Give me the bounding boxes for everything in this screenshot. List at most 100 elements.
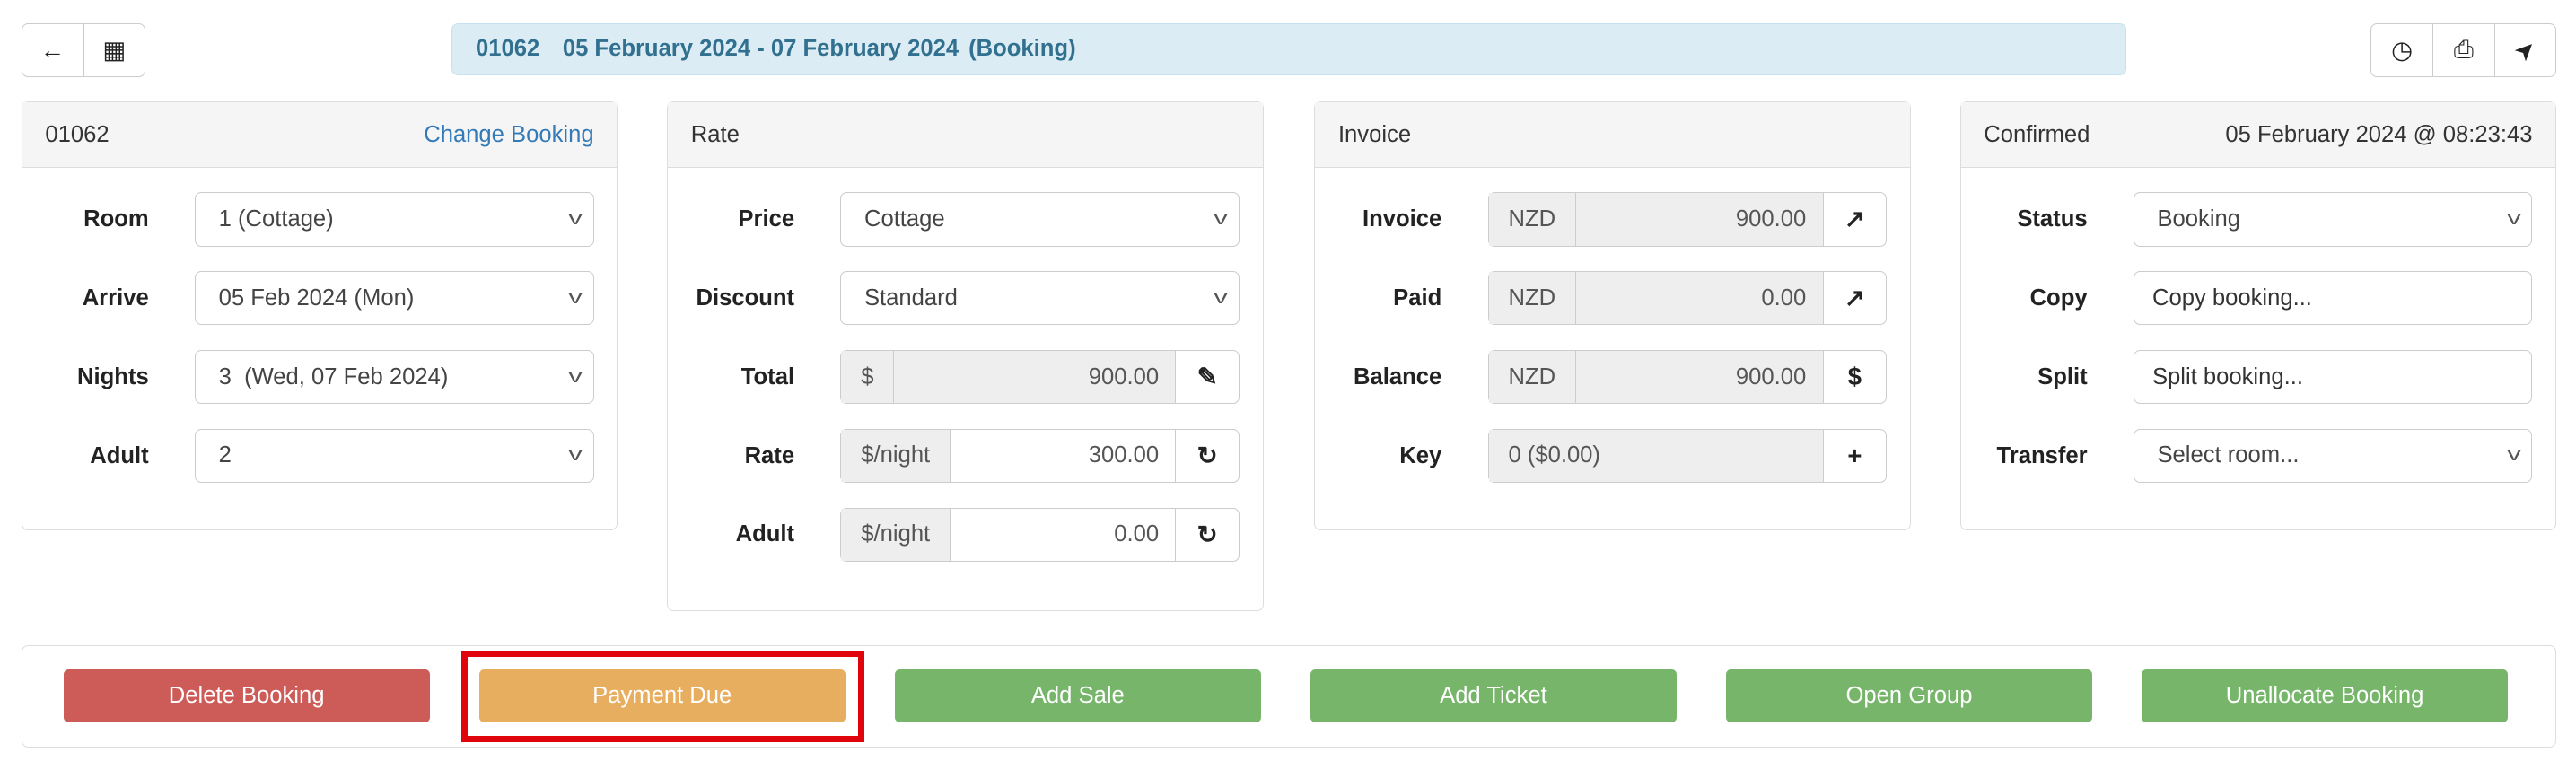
- copy-placeholder: Copy booking...: [2151, 284, 2312, 311]
- arrive-select[interactable]: 05 Feb 2024 (Mon) v: [194, 271, 594, 326]
- currency-addon: NZD: [1488, 350, 1577, 404]
- price-select[interactable]: Cottage v: [840, 192, 1240, 247]
- chevron-down-icon: v: [568, 208, 583, 229]
- nights-select[interactable]: 3 (Wed, 07 Feb 2024) v: [194, 349, 594, 405]
- refresh-adult-button[interactable]: ↻: [1175, 508, 1239, 562]
- back-button[interactable]: ←: [22, 23, 84, 77]
- chevron-down-icon: v: [568, 287, 583, 308]
- copy-booking-input[interactable]: Copy booking...: [2133, 271, 2533, 326]
- chevron-down-icon: v: [2507, 208, 2521, 229]
- discount-label: Discount: [696, 284, 795, 311]
- key-field: 0 ($0.00) +: [1487, 428, 1888, 484]
- total-field: $900.00 ✎: [840, 349, 1240, 405]
- delete-booking-button[interactable]: Delete Booking: [63, 669, 430, 722]
- adult-rate-value[interactable]: 0.00: [951, 508, 1176, 562]
- print-icon: ⎙: [2453, 35, 2474, 64]
- send-button[interactable]: ➤: [2495, 24, 2556, 77]
- room-value: 1 (Cottage): [218, 206, 334, 232]
- nights-label: Nights: [77, 363, 149, 389]
- pay-balance-button[interactable]: $: [1822, 350, 1887, 404]
- arrive-value: 05 Feb 2024 (Mon): [218, 284, 415, 311]
- rate-value[interactable]: 300.00: [951, 429, 1176, 483]
- discount-select[interactable]: Standard v: [840, 271, 1240, 326]
- calendar-button[interactable]: ▦: [84, 24, 145, 77]
- rate-label: Rate: [744, 442, 795, 468]
- copy-label: Copy: [2029, 284, 2088, 311]
- balance-value: 900.00: [1576, 350, 1823, 404]
- refresh-rate-button[interactable]: ↻: [1175, 429, 1239, 483]
- balance-field: NZD 900.00 $: [1487, 349, 1888, 405]
- unit-addon: $/night: [841, 508, 951, 562]
- invoice-field: NZD 900.00 ↗: [1487, 192, 1888, 247]
- price-label: Price: [738, 206, 795, 232]
- status-value: Booking: [2157, 206, 2241, 232]
- key-value: 0 ($0.00): [1488, 429, 1823, 483]
- panel-header: 01062: [45, 121, 110, 147]
- room-label: Room: [83, 206, 149, 232]
- change-booking-link[interactable]: Change Booking: [424, 121, 594, 147]
- booking-id: 01062: [475, 36, 540, 62]
- transfer-select[interactable]: Select room... v: [2133, 428, 2533, 484]
- arrive-label: Arrive: [82, 284, 149, 311]
- confirmed-timestamp: 05 February 2024 @ 08:23:43: [2225, 121, 2533, 147]
- edit-total-button[interactable]: ✎: [1175, 350, 1239, 404]
- split-placeholder: Split booking...: [2151, 363, 2303, 389]
- open-invoice-button[interactable]: ↗: [1822, 193, 1887, 246]
- add-key-button[interactable]: +: [1822, 429, 1887, 483]
- edit-icon: ✎: [1196, 363, 1218, 391]
- tools-button-group: ◷ ⎙ ➤: [2370, 22, 2557, 78]
- paid-label: Paid: [1393, 284, 1442, 311]
- send-icon: ➤: [2508, 32, 2543, 67]
- adult-rate-field[interactable]: $/night 0.00 ↻: [840, 507, 1240, 563]
- chevron-down-icon: v: [1214, 287, 1228, 308]
- refresh-icon: ↻: [1196, 520, 1218, 548]
- key-label: Key: [1399, 442, 1442, 468]
- panel-header: Invoice: [1337, 121, 1412, 147]
- rate-field[interactable]: $/night 300.00 ↻: [840, 428, 1240, 484]
- transfer-label: Transfer: [1996, 442, 2088, 468]
- history-button[interactable]: ◷: [2371, 23, 2433, 77]
- external-link-icon: ↗: [1844, 205, 1865, 233]
- currency-addon: NZD: [1488, 193, 1577, 246]
- refresh-icon: ↻: [1196, 441, 1218, 469]
- discount-value: Standard: [863, 284, 958, 311]
- nights-value: 3 (Wed, 07 Feb 2024): [218, 363, 449, 389]
- adult-rate-label: Adult: [735, 521, 795, 547]
- unit-addon: $/night: [841, 429, 951, 483]
- booking-status: (Booking): [968, 36, 1076, 62]
- dollar-icon: $: [1847, 363, 1862, 391]
- status-select[interactable]: Booking v: [2133, 192, 2533, 247]
- booking-dates: 05 February 2024 - 07 February 2024: [562, 36, 959, 62]
- chevron-down-icon: v: [2507, 445, 2521, 466]
- split-label: Split: [2037, 363, 2088, 389]
- booking-title-bar: 01062 05 February 2024 - 07 February 202…: [451, 22, 2126, 76]
- clock-icon: ◷: [2391, 35, 2414, 64]
- panel-header: Confirmed: [1984, 121, 2090, 147]
- transfer-value: Select room...: [2157, 442, 2300, 468]
- payment-due-button[interactable]: Payment Due: [478, 669, 846, 722]
- arrow-left-icon: ←: [39, 35, 66, 64]
- add-ticket-button[interactable]: Add Ticket: [1310, 669, 1677, 722]
- external-link-icon: ↗: [1844, 284, 1865, 312]
- split-booking-input[interactable]: Split booking...: [2133, 349, 2533, 405]
- adult-value: 2: [218, 442, 232, 468]
- unallocate-booking-button[interactable]: Unallocate Booking: [2141, 669, 2509, 722]
- rate-panel: Rate Price Cottage v Discount Standard v Tot…: [667, 101, 1264, 611]
- room-select[interactable]: 1 (Cottage) v: [194, 192, 594, 247]
- status-label: Status: [2017, 206, 2088, 232]
- currency-addon: $: [841, 350, 895, 404]
- open-payments-button[interactable]: ↗: [1822, 272, 1887, 325]
- chevron-down-icon: v: [568, 366, 583, 387]
- booking-panel: 01062 Change Booking Room 1 (Cottage) v Arr…: [21, 101, 618, 531]
- chevron-down-icon: v: [1214, 208, 1228, 229]
- highlight-box: [461, 650, 864, 743]
- open-group-button[interactable]: Open Group: [1725, 669, 2093, 722]
- print-button[interactable]: ⎙: [2433, 23, 2495, 77]
- invoice-label: Invoice: [1362, 206, 1442, 232]
- adult-label: Adult: [90, 442, 149, 468]
- add-sale-button[interactable]: Add Sale: [894, 669, 1261, 722]
- price-value: Cottage: [863, 206, 945, 232]
- chevron-down-icon: v: [568, 445, 583, 466]
- calendar-icon: ▦: [102, 35, 127, 64]
